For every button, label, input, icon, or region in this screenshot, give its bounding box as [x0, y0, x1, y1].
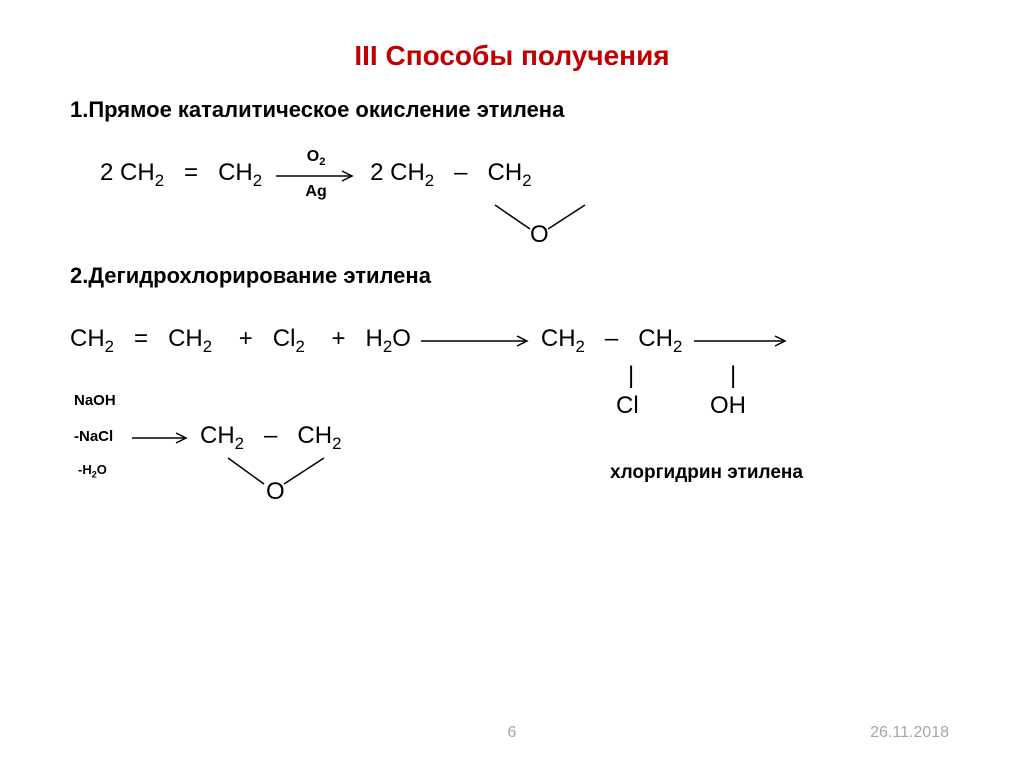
- oh-label: ОН: [710, 392, 746, 420]
- nacl-label: -NaCl: [74, 428, 113, 445]
- chlorhydrin-label: хлоргидрин этилена: [610, 462, 803, 484]
- r2-arrow3: [132, 432, 190, 444]
- final-oxygen-label: О: [266, 478, 285, 506]
- footer: 6 26.11.2018: [0, 724, 1024, 742]
- arrow-icon: [132, 432, 190, 444]
- r1-product: 2 СН2 – СН2: [370, 159, 531, 191]
- page-number: 6: [508, 724, 517, 742]
- arrow-bottom-label: Ag: [305, 184, 326, 200]
- r2-arrow1: [421, 335, 531, 347]
- reaction1-row: 2 СН2 = СН2 О2 Ag 2 СН2 – СН2: [100, 149, 954, 200]
- arrow-icon: [694, 335, 789, 347]
- r1-reagent: 2 СН2 = СН2: [100, 159, 262, 191]
- cl-label: Cl: [616, 392, 639, 420]
- section1-heading: 1.Прямое каталитическое окисление этилен…: [70, 97, 954, 123]
- title-text: III Способы получения: [354, 40, 669, 71]
- main-title: III Способы получения: [70, 40, 954, 72]
- r2-final-product: СН2 – СН2: [200, 422, 341, 454]
- r1-epoxide-oxygen: О: [470, 201, 610, 241]
- r2-reagents: СН2 = СН2 + Cl2 + Н2О: [70, 325, 411, 357]
- reaction2-line1: СН2 = СН2 + Cl2 + Н2О СН2 – СН2: [70, 325, 954, 357]
- r2-bottom-row: -Н2О О хлоргидрин этилена: [70, 462, 954, 512]
- footer-date: 26.11.2018: [870, 724, 949, 742]
- oxygen-label: О: [530, 221, 549, 249]
- vert-bar: |: [730, 362, 736, 390]
- h2o-minus-label: -Н2О: [78, 462, 107, 480]
- arrow-icon: [421, 335, 531, 347]
- vert-bar: |: [628, 362, 634, 390]
- arrow-top-label: О2: [307, 149, 326, 168]
- r1-arrow: О2 Ag: [276, 149, 356, 200]
- r2-substituents: | | Cl ОН NaOH: [70, 362, 954, 426]
- r2-arrow2: [694, 335, 789, 347]
- naoh-label: NaOH: [74, 392, 116, 409]
- arrow-icon: [276, 170, 356, 182]
- r2-intermediate: СН2 – СН2: [541, 325, 682, 357]
- section2-heading: 2.Дегидрохлорирование этилена: [70, 263, 954, 289]
